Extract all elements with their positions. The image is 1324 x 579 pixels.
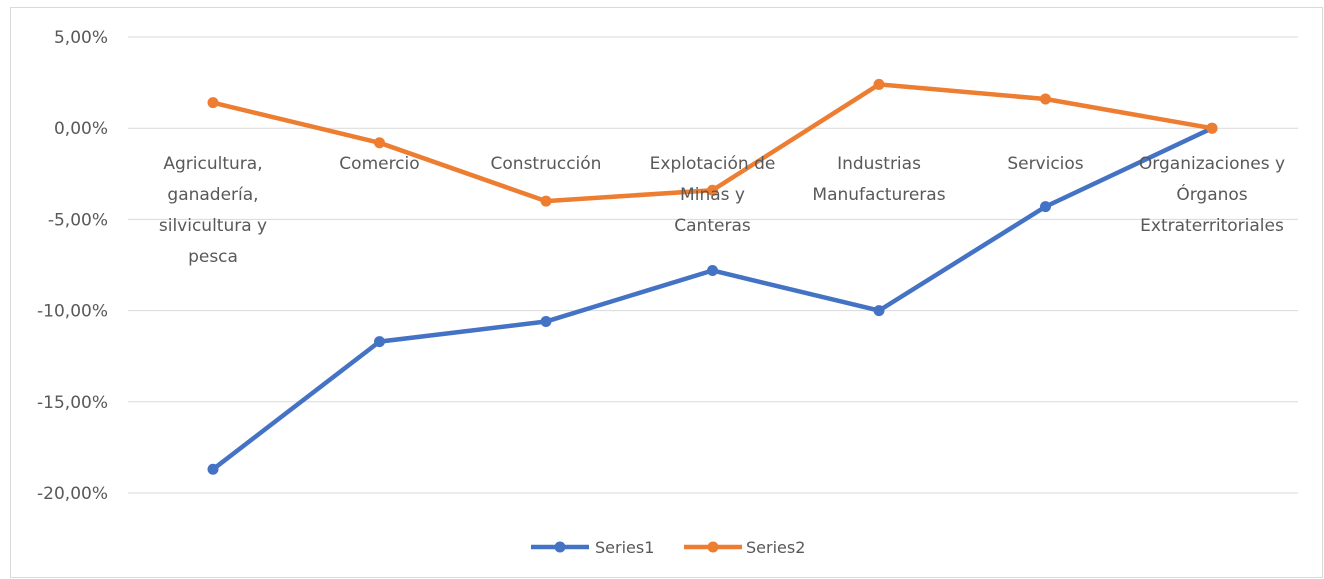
y-tick-label: -10,00% <box>37 302 108 322</box>
y-tick-label: -15,00% <box>37 393 108 413</box>
data-point <box>1206 122 1218 134</box>
x-category-label: Explotación de Minas y Canteras <box>650 154 776 236</box>
data-point <box>374 336 385 348</box>
data-point <box>707 264 718 276</box>
data-point <box>540 316 552 328</box>
x-category-label: Organizaciones y Órganos Extraterritoriale… <box>1139 154 1285 236</box>
legend-item-series1: Series1 <box>531 538 654 557</box>
data-point <box>540 195 552 207</box>
y-tick-label: -20,00% <box>37 484 108 504</box>
data-point <box>873 305 885 317</box>
y-tick-label: 0,00% <box>54 119 108 139</box>
x-category-label: Agricultura, ganadería, silvicultura y pesc… <box>159 154 267 267</box>
x-category-label: Servicios <box>1007 154 1083 174</box>
legend-label: Series1 <box>595 538 654 557</box>
data-point <box>1040 201 1051 213</box>
legend-marker <box>554 541 566 553</box>
y-tick-label: -5,00% <box>48 210 108 230</box>
legend: Series1 Series2 <box>531 538 805 557</box>
legend-label: Series2 <box>746 538 805 557</box>
x-axis-labels: Agricultura, ganadería, silvicultura y pesc… <box>159 154 1285 267</box>
series-lines <box>207 78 1218 475</box>
x-category-label: Construcción <box>491 154 602 174</box>
x-category-label: Comercio <box>339 154 419 174</box>
series-line-2 <box>210 82 1215 204</box>
chart-area <box>10 7 1323 578</box>
data-point <box>207 463 219 475</box>
data-point <box>374 137 385 149</box>
legend-marker <box>707 541 719 553</box>
y-axis: 5,00% 0,00% -5,00% -10,00% -15,00% -20,00% <box>37 28 108 504</box>
data-point <box>707 184 718 196</box>
data-point <box>1040 93 1051 105</box>
series-line-1 <box>210 125 1215 472</box>
data-point <box>207 97 219 109</box>
data-point <box>873 78 885 90</box>
y-tick-label: 5,00% <box>54 28 108 48</box>
x-category-label: Industrias Manufactureras <box>812 154 945 205</box>
legend-item-series2: Series2 <box>684 538 805 557</box>
